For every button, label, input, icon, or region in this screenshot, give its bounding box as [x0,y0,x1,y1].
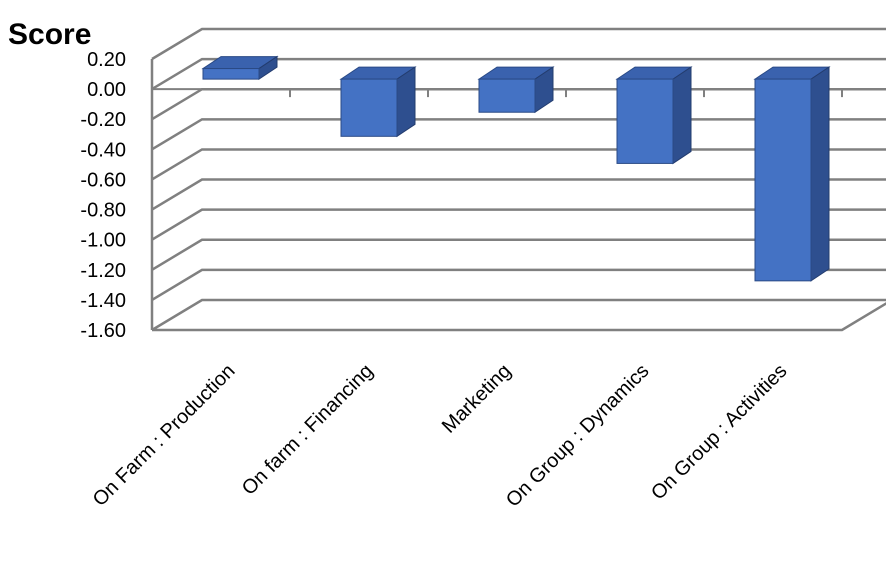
bar-side [396,66,416,138]
y-tick-label: -1.00 [80,230,126,252]
y-tick-label: -0.60 [80,169,126,191]
x-tick-label: On Farm : Production [89,360,240,511]
y-axis-ticks: 0.20 0.00 -0.20 -0.40 -0.60 -0.80 -1.00 -1.20 -1… [80,49,126,342]
y-tick-label: -1.60 [80,320,126,342]
bar [202,68,260,80]
gridline [151,238,886,271]
x-tick-label: On farm : Financing [238,360,378,500]
bar-group [339,66,417,138]
gridline [151,268,886,301]
y-tick-label: -0.80 [80,200,126,222]
y-tick-label: -1.20 [80,260,126,282]
bar-side [810,66,830,282]
y-tick-label: -0.20 [80,109,126,131]
gridline [151,298,886,332]
bars [201,55,831,282]
bar [478,78,536,113]
y-tick-label: -1.40 [80,290,126,312]
bar [340,78,398,137]
gridline [151,178,886,211]
gridline [151,208,886,241]
bar-group [477,66,555,114]
bar-group [201,55,279,81]
bar [616,78,674,164]
gridline [151,57,886,91]
chart-title: Score [8,18,91,51]
x-tick-label: Marketing [438,360,516,438]
x-tick-label: On Group : Dynamics [502,360,654,512]
gridline [151,27,886,61]
bar-side [672,66,692,165]
y-tick-label: 0.20 [87,49,126,71]
x-tick-label: On Group : Activities [647,360,791,504]
y-tick-label: -0.40 [80,139,126,161]
bar-group [753,66,831,282]
bar-group [615,66,693,165]
y-tick-label: 0.00 [87,79,126,101]
bar [754,78,812,282]
